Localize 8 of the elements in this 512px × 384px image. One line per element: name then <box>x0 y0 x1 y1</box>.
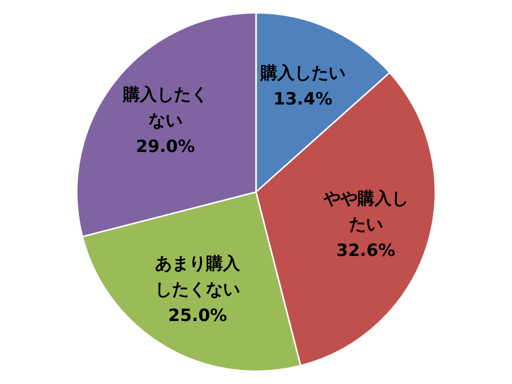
data-label: 25.0% <box>168 306 228 326</box>
slice-label: 購入したい <box>259 64 346 84</box>
slice-label: あまり購入したくない <box>155 254 242 300</box>
slice-label: やや購入したい <box>322 188 408 235</box>
data-label: 29.0% <box>136 137 195 158</box>
slice-label: 購入したくない <box>122 85 208 132</box>
data-label: 13.4% <box>273 90 332 110</box>
data-label: 32.6% <box>336 240 396 261</box>
